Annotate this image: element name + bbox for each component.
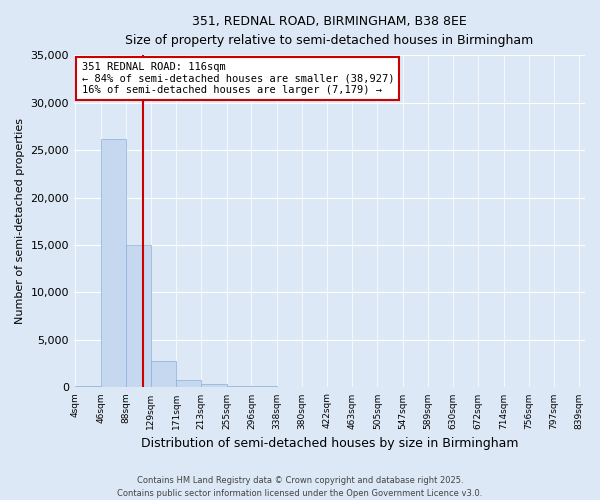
- Bar: [101, 138, 126, 388]
- Bar: [302, 387, 328, 388]
- Bar: [202, 384, 227, 388]
- Text: Contains HM Land Registry data © Crown copyright and database right 2025.
Contai: Contains HM Land Registry data © Crown c…: [118, 476, 482, 498]
- X-axis label: Distribution of semi-detached houses by size in Birmingham: Distribution of semi-detached houses by …: [141, 437, 518, 450]
- Text: 351 REDNAL ROAD: 116sqm
← 84% of semi-detached houses are smaller (38,927)
16% o: 351 REDNAL ROAD: 116sqm ← 84% of semi-de…: [82, 62, 394, 95]
- Bar: [227, 386, 251, 388]
- Bar: [251, 386, 277, 388]
- Y-axis label: Number of semi-detached properties: Number of semi-detached properties: [15, 118, 25, 324]
- Bar: [277, 386, 302, 388]
- Bar: [75, 386, 101, 388]
- Bar: [151, 361, 176, 388]
- Title: 351, REDNAL ROAD, BIRMINGHAM, B38 8EE
Size of property relative to semi-detached: 351, REDNAL ROAD, BIRMINGHAM, B38 8EE Si…: [125, 15, 533, 47]
- Bar: [126, 245, 151, 388]
- Bar: [176, 380, 202, 388]
